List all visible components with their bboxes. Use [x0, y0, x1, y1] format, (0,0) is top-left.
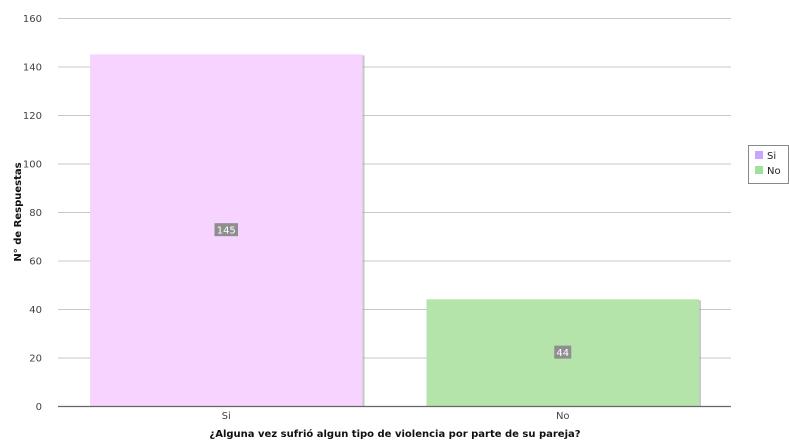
x-tick-label: Si [222, 411, 231, 422]
data-label: 145 [217, 226, 236, 237]
data-label-box [554, 345, 572, 359]
x-tick-label: No [556, 411, 570, 422]
y-axis-title: N° de Respuestas [13, 162, 24, 261]
y-tick-label: 60 [29, 257, 42, 268]
data-label: 44 [556, 348, 569, 359]
y-tick-label: 120 [23, 111, 42, 122]
y-tick-label: 100 [23, 160, 42, 171]
bars [89, 54, 702, 406]
y-tick-label: 160 [23, 14, 42, 25]
legend-swatch [755, 151, 763, 159]
y-tick-label: 40 [29, 305, 42, 316]
legend-item-label: Si [767, 151, 776, 162]
x-axis-ticks: Si No [222, 411, 570, 422]
y-axis-ticks: 0 20 40 60 80 100 120 140 160 [23, 14, 42, 413]
y-tick-label: 140 [23, 63, 42, 74]
data-labels: 145 44 [214, 223, 572, 359]
legend[interactable]: Si No [748, 145, 789, 184]
data-label-box [214, 223, 238, 237]
legend-item-label: No [767, 166, 781, 177]
y-tick-label: 80 [29, 208, 42, 219]
legend-swatch [755, 166, 763, 174]
y-tick-label: 20 [29, 354, 42, 365]
y-tick-label: 0 [36, 402, 42, 413]
x-axis-title: ¿Alguna vez sufrió algun tipo de violenc… [209, 428, 580, 440]
